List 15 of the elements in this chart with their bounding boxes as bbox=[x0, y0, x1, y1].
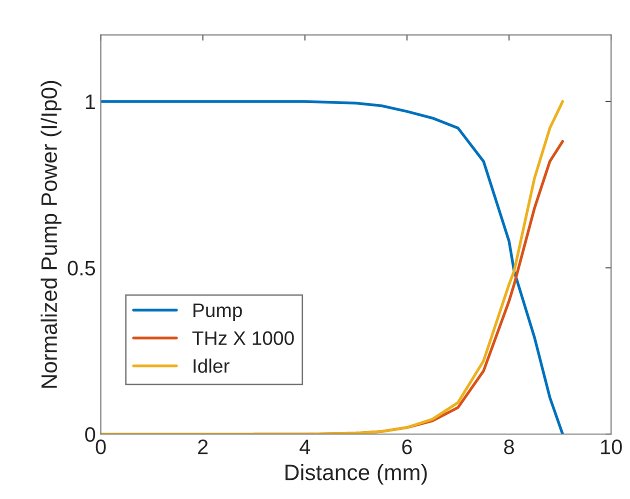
x-axis-title: Distance (mm) bbox=[286, 464, 427, 485]
x-tick-label: 2 bbox=[198, 440, 208, 454]
x-tick-label: 8 bbox=[504, 440, 514, 454]
legend-label: THz X 1000 bbox=[192, 331, 294, 346]
x-tick-label: 0 bbox=[96, 440, 106, 454]
x-tick-label: 10 bbox=[601, 440, 622, 454]
legend-label: Pump bbox=[194, 304, 242, 322]
y-axis-title: Normalized Pump Power (I/Ip0) bbox=[40, 80, 62, 388]
y-tick-label: 0.5 bbox=[68, 260, 96, 276]
y-tick-label: 0 bbox=[85, 427, 96, 442]
line-series bbox=[100, 100, 564, 434]
legend-label: Idler bbox=[194, 358, 230, 373]
x-tick-label: 4 bbox=[300, 440, 310, 454]
y-tick-label: 1 bbox=[86, 94, 95, 110]
x-tick-label: 6 bbox=[402, 440, 412, 454]
